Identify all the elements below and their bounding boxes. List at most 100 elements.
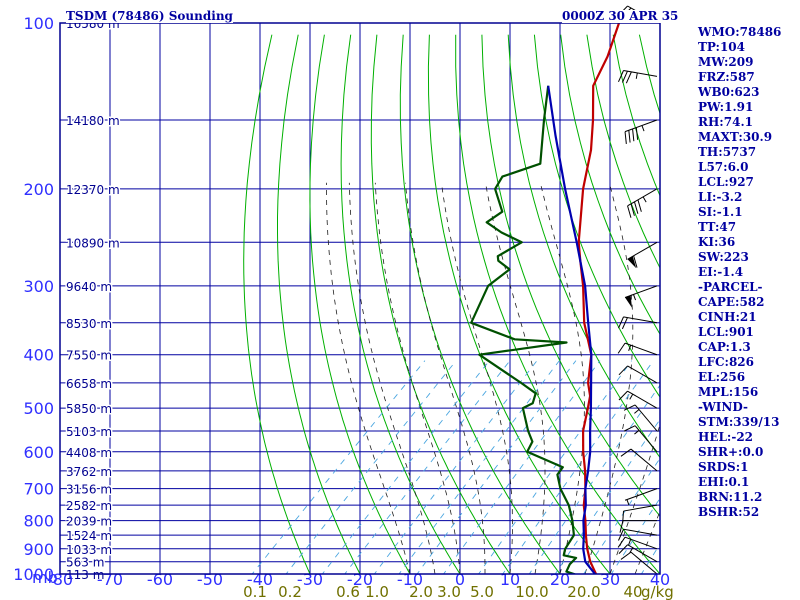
wind-barb-flag (618, 70, 624, 82)
wind-barb-staff (624, 119, 658, 133)
wind-barb-flag (623, 404, 636, 411)
index-row: LFC:826 (698, 355, 754, 369)
wind-barb-halfflag (629, 547, 634, 554)
wind-barb-flag (624, 131, 627, 145)
height-label: 563 m (66, 556, 104, 570)
wind-barb (623, 425, 658, 453)
pressure-tick-label: 200 (23, 180, 54, 199)
wind-barb-staff (623, 528, 658, 536)
wind-barb (618, 528, 658, 541)
height-label: 3156 m (66, 483, 112, 497)
wind-barb-flag (618, 544, 628, 554)
wind-barb (627, 241, 658, 269)
mixing-ratio-label: 2.0 (409, 583, 433, 600)
index-row: PW:1.91 (698, 100, 754, 114)
mixing-ratio-label: 10.0 (515, 583, 548, 600)
wind-barb-flag (633, 255, 638, 268)
mixing-ratio-line (251, 360, 426, 574)
wind-barb-flag (627, 205, 632, 218)
wind-barb-staff (624, 488, 658, 501)
moist-adiabat (584, 182, 634, 574)
index-row: CAPE:582 (698, 295, 765, 309)
wind-barb (622, 504, 658, 524)
wind-barb-flag (637, 199, 642, 212)
wind-barb-pennant (627, 256, 637, 269)
height-label: 113 m (66, 568, 104, 582)
index-row: SI:-1.1 (698, 205, 743, 219)
height-label: 1033 m (66, 543, 112, 557)
wind-barb-flag (635, 127, 639, 140)
dry-adiabat (586, 34, 660, 269)
wind-barb-halfflag (628, 344, 632, 351)
height-label: 5103 m (66, 425, 112, 439)
wind-barb-flag (623, 425, 636, 432)
wind-barb-flag (634, 201, 639, 214)
wind-barb-halfflag (634, 429, 640, 435)
mixing-ratio-line (528, 384, 660, 574)
mixing-ratio-label: 3.0 (437, 583, 461, 600)
height-label: 14180 m (66, 114, 120, 128)
mixing-ratio-line (321, 360, 490, 574)
moist-adiabats (325, 182, 660, 574)
index-row: SHR+:0.0 (698, 445, 764, 459)
index-row: WMO:78486 (698, 25, 782, 39)
index-row: HEL:-22 (698, 430, 754, 444)
temperature-tick-label: -60 (147, 570, 173, 589)
wind-barb-pennant (625, 295, 632, 308)
wind-barb-halfflag (635, 72, 638, 79)
dry-adiabat (533, 34, 660, 398)
pressure-tick-label: 100 (23, 14, 54, 33)
wind-barb-flag (630, 203, 635, 216)
height-label: 1524 m (66, 529, 112, 543)
mixing-ratio-line (416, 360, 577, 574)
wind-barb-halfflag (641, 125, 645, 132)
wind-barb-flag (618, 390, 628, 401)
pressure-tick-label: 1000 (13, 565, 54, 584)
parcel-trace (547, 85, 596, 574)
moist-adiabat (441, 182, 513, 574)
index-row: CINH:21 (698, 310, 757, 324)
mixing-ratio-label: 0.1 (243, 583, 267, 600)
wind-barb (618, 544, 658, 563)
mixing-ratio-label: 0.2 (278, 583, 302, 600)
height-label: 2039 m (66, 515, 112, 529)
wind-barb-halfflag (626, 499, 630, 506)
pressure-tick-label: 600 (23, 443, 54, 462)
index-row: KI:36 (698, 235, 736, 249)
mixing-ratio-label: 40 (623, 583, 642, 600)
moist-adiabat (374, 182, 461, 574)
mixing-ratio-unit: g/kg (641, 583, 674, 600)
moist-adiabat (348, 182, 436, 574)
wind-barb (618, 390, 658, 409)
pressure-tick-label: 300 (23, 277, 54, 296)
sounding-datetime: 0000Z 30 APR 35 (562, 9, 679, 23)
mixing-ratio-line (373, 360, 538, 574)
dry-adiabat (277, 34, 361, 574)
wind-barb-staff (623, 504, 658, 512)
dry-adiabat (399, 34, 561, 574)
index-row: -WIND- (698, 400, 748, 414)
wind-barb-staff (623, 70, 658, 77)
height-label: 2582 m (66, 499, 112, 513)
wind-barb (618, 365, 658, 384)
wind-barb-halfflag (642, 196, 647, 203)
index-row: BRN:11.2 (698, 490, 763, 504)
wind-barb-staff (627, 365, 658, 384)
mixing-ratio-line (344, 360, 511, 574)
wind-barb-staff (630, 551, 658, 575)
height-label: 4408 m (66, 446, 112, 460)
temperature-tick-label: -70 (97, 570, 123, 589)
wind-barb-flag (625, 71, 632, 84)
wind-barb-staff (627, 241, 658, 260)
moist-adiabat (405, 182, 486, 574)
temperature-tick-label: -50 (197, 570, 223, 589)
wind-barb-flag (621, 317, 628, 330)
height-label: 12370 m (66, 183, 120, 197)
index-row: TP:104 (698, 40, 746, 54)
wind-barb (624, 285, 658, 308)
height-label: 6658 m (66, 377, 112, 391)
mixing-ratio-label: 1.0 (365, 583, 389, 600)
wind-barb-flag (632, 128, 635, 142)
wind-barb-flag (621, 70, 628, 83)
